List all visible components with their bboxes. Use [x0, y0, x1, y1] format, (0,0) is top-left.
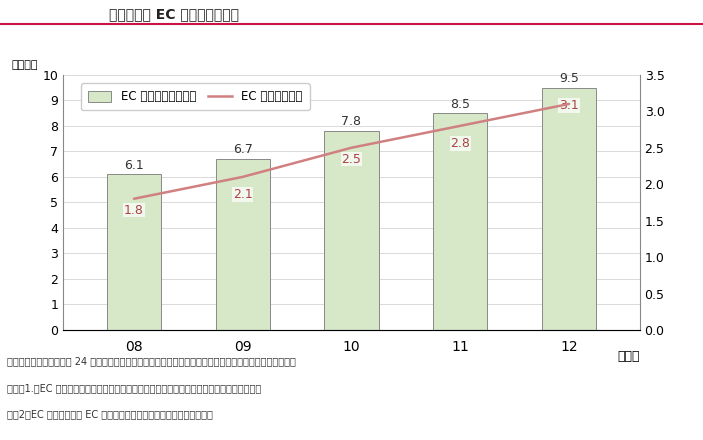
Text: 6.7: 6.7 [233, 143, 252, 157]
Text: （注）1.「EC 化率」とは、全ての商取引金額に占める電子商取引金額の割合のことをいう。: （注）1.「EC 化率」とは、全ての商取引金額に占める電子商取引金額の割合のこと… [7, 383, 262, 393]
Bar [107, 174, 161, 330]
Text: 2.5: 2.5 [342, 153, 361, 165]
Bar [433, 113, 487, 330]
Text: 3.1: 3.1 [559, 99, 579, 112]
Text: 7.8: 7.8 [342, 115, 361, 128]
Text: 2.8: 2.8 [451, 137, 470, 150]
Text: （年）: （年） [617, 350, 640, 363]
Text: 8.5: 8.5 [450, 98, 470, 110]
Legend: EC 市場規模（左軸）, EC 化率（右軸）: EC 市場規模（左軸）, EC 化率（右軸） [81, 83, 309, 110]
Text: 9.5: 9.5 [559, 72, 579, 85]
Bar [324, 131, 379, 330]
Text: （兆円）: （兆円） [11, 60, 38, 70]
Text: 対個人向け EC 市場規模の推移: 対個人向け EC 市場規模の推移 [109, 7, 239, 21]
Bar [216, 159, 270, 330]
Text: 1.8: 1.8 [124, 204, 144, 216]
Text: 資料：経済産業省「平成 24 年度我が国情報経済社会における基盤整備（電子商取引における基盤整備）」: 資料：経済産業省「平成 24 年度我が国情報経済社会における基盤整備（電子商取引… [7, 356, 296, 367]
Text: 第 2-1-27 図: 第 2-1-27 図 [22, 8, 84, 18]
Text: 6.1: 6.1 [124, 159, 144, 172]
Bar [542, 88, 596, 330]
Text: 2.1: 2.1 [233, 188, 252, 201]
Text: 2．EC 市場規模及び EC 化率は小売業・サービス業における数値。: 2．EC 市場規模及び EC 化率は小売業・サービス業における数値。 [7, 409, 213, 419]
